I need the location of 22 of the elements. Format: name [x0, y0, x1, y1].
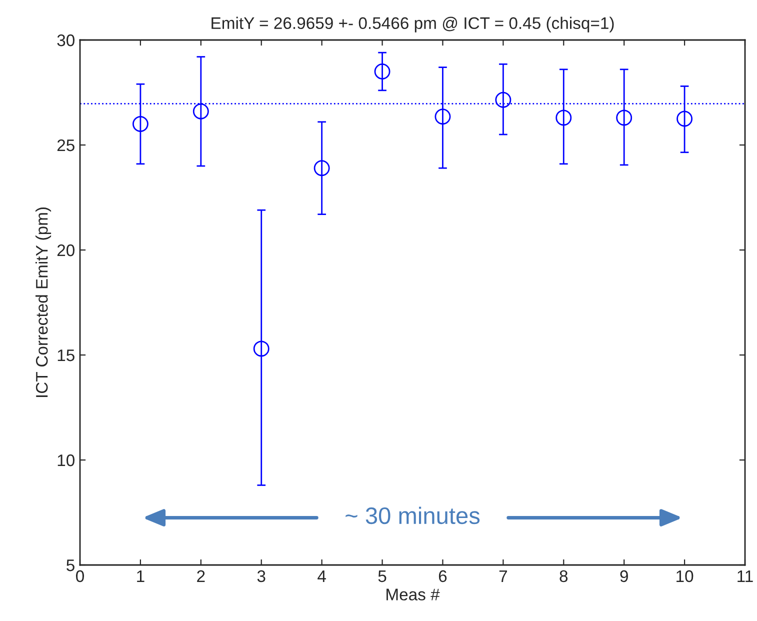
x-axis-title: Meas # — [386, 588, 440, 600]
x-tick-label: 1 — [137, 570, 144, 582]
y-tick-label: 30 — [57, 34, 74, 46]
x-tick-label: 3 — [257, 570, 266, 582]
chart-title: EmitY = 26.9659 +- 0.5466 pm @ ICT = 0.45 (chisq=1) — [212, 16, 614, 32]
x-tick-label: 0 — [76, 570, 84, 582]
x-tick-label: 2 — [197, 570, 205, 582]
x-tick-label: 8 — [560, 570, 568, 582]
x-tick-label: 10 — [676, 570, 694, 582]
x-tick-label: 6 — [438, 570, 447, 582]
x-tick-label: 7 — [499, 570, 507, 582]
x-tick-label: 5 — [378, 570, 386, 582]
annotation: ~ 30 minutes — [346, 506, 480, 524]
x-tick-label: 9 — [620, 570, 628, 582]
y-axis-title: ICT Corrected EmitY (pm) — [36, 208, 52, 397]
x-tick-label: 11 — [738, 570, 753, 582]
x-tick-label: 4 — [318, 570, 326, 582]
y-tick-label: 25 — [57, 139, 74, 152]
y-tick-label: 20 — [57, 244, 74, 256]
y-tick-label: 5 — [66, 560, 74, 572]
y-tick-label: 10 — [58, 454, 74, 466]
y-tick-label: 15 — [58, 350, 74, 362]
